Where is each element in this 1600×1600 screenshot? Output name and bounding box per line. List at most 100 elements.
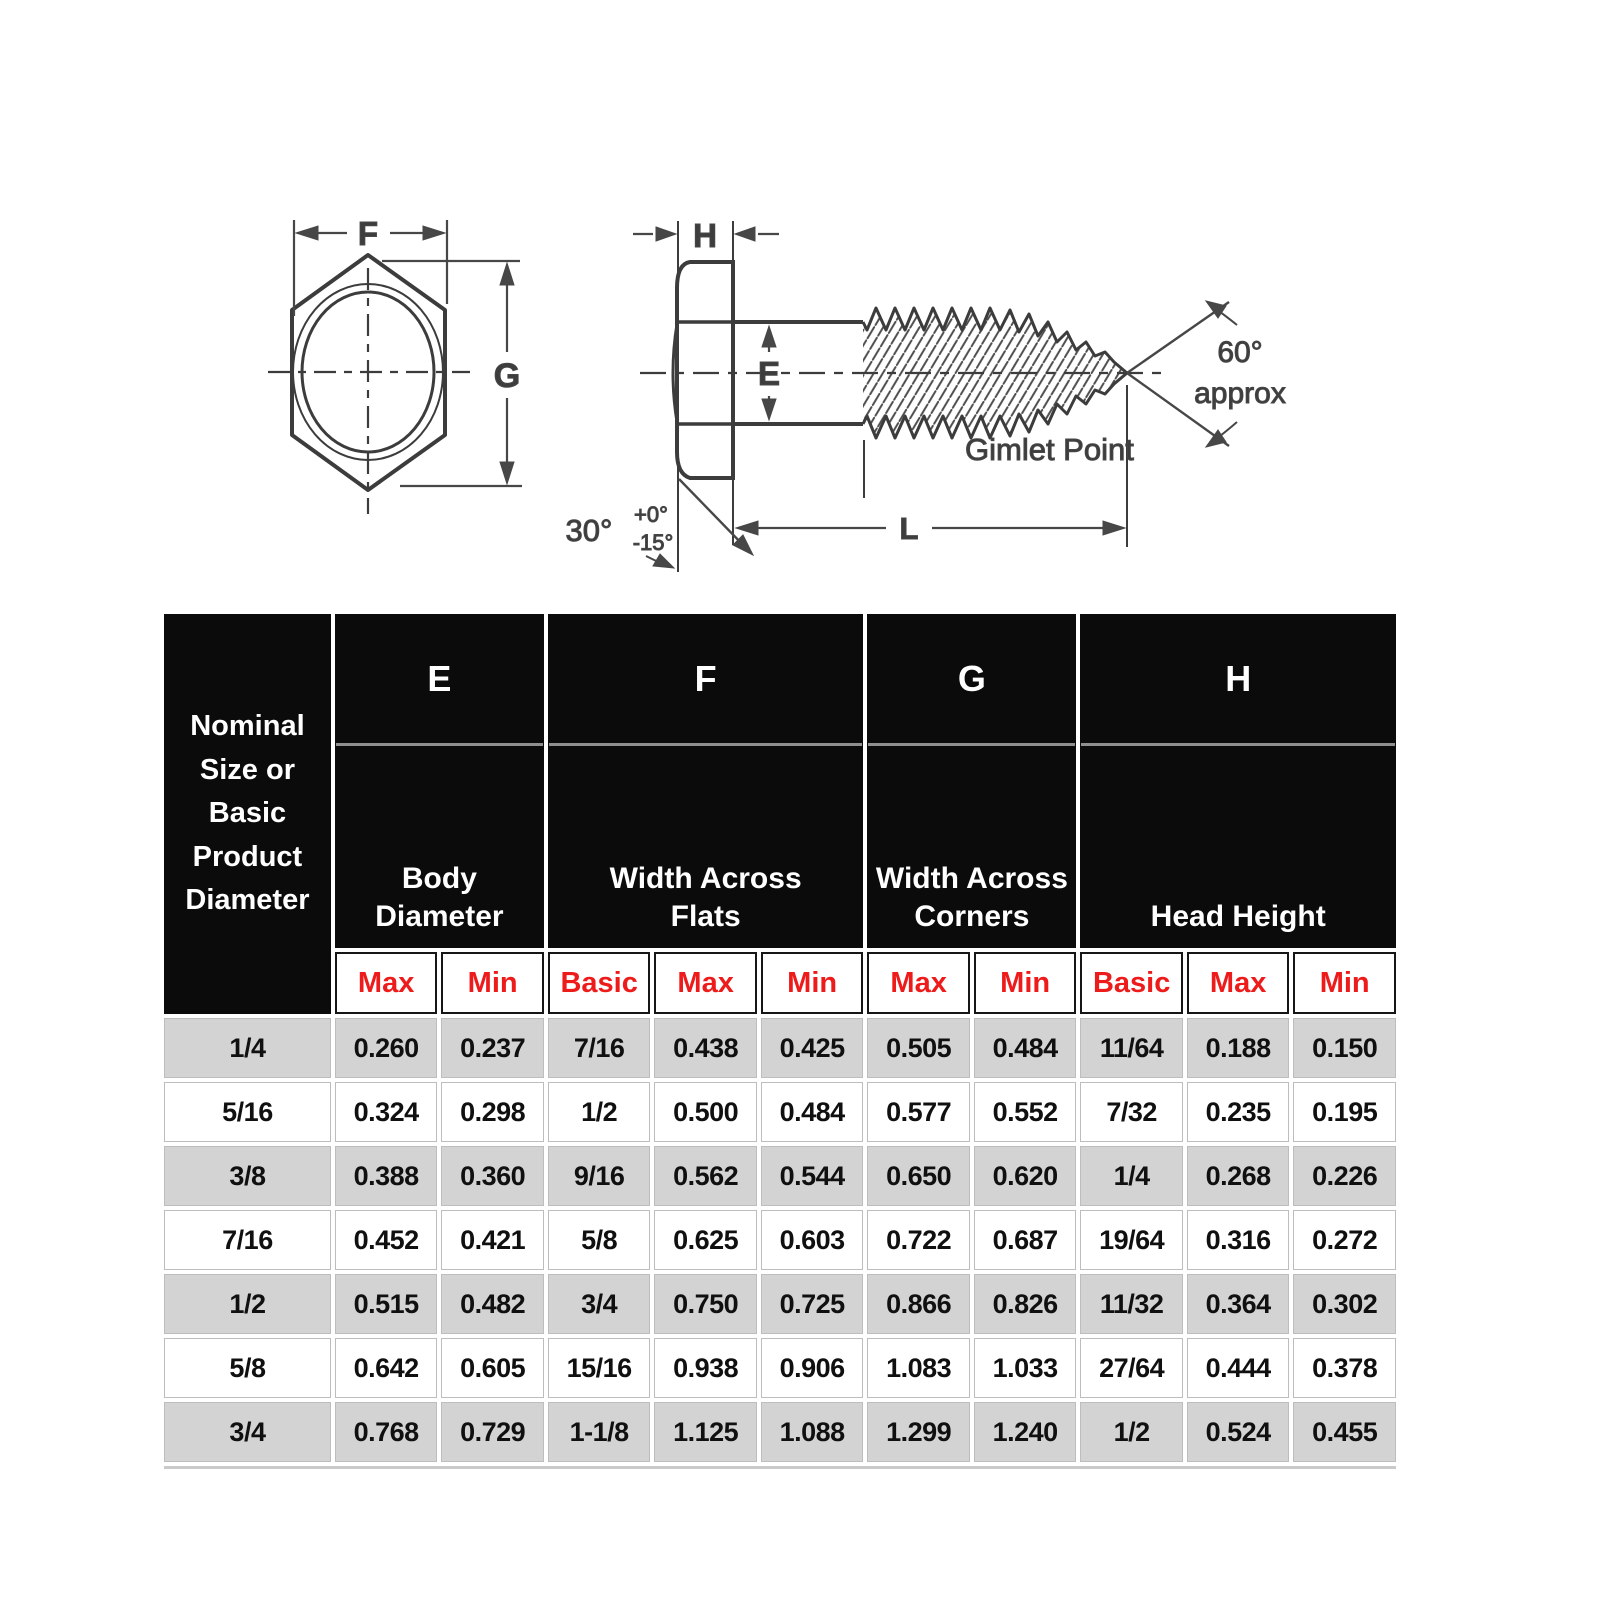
hex-head-side-outline [675, 260, 735, 480]
group-desc: Width Across Corners [875, 862, 1068, 933]
spec-value-cell: 7/32 [1080, 1082, 1183, 1142]
header-row: Nominal Size or Basic Product Diameter E… [164, 614, 1396, 1014]
spec-value-cell: 0.188 [1186, 1018, 1290, 1078]
row-size-cell: 1/4 [164, 1018, 331, 1078]
spec-value-cell: 7/16 [547, 1018, 651, 1078]
spec-value-cell: 0.500 [654, 1082, 757, 1142]
annotation-60deg: 60° approx Gimlet Point [965, 300, 1286, 468]
annotation-30deg: 30° +0° -15° [565, 478, 755, 569]
nominal-header-cell: Nominal Size or Basic Product Diameter [164, 614, 331, 1014]
spec-value-cell: 0.906 [760, 1338, 864, 1398]
spec-value-cell: 27/64 [1080, 1338, 1183, 1398]
spec-value-cell: 0.577 [867, 1082, 970, 1142]
row-size-cell: 3/8 [164, 1146, 331, 1206]
head-facet-arc [671, 323, 679, 423]
spec-value-cell: 1/4 [1080, 1146, 1183, 1206]
spec-value-cell: 9/16 [547, 1146, 651, 1206]
group-desc: Width Across Flats [609, 862, 802, 933]
group-letter: G [957, 658, 986, 699]
arrowhead [422, 225, 447, 241]
label-tol-minus: -15° [633, 530, 674, 555]
bolt-side-view [640, 221, 1162, 572]
group-header-g: G Width Across Corners [867, 614, 1077, 948]
spec-value-cell: 0.260 [334, 1018, 438, 1078]
arrowhead [499, 261, 515, 286]
group-letter: H [1225, 658, 1252, 699]
subheader-cell: Max [654, 952, 757, 1014]
spec-value-cell: 1.083 [867, 1338, 970, 1398]
arrowhead [652, 553, 676, 569]
spec-value-cell: 0.455 [1293, 1402, 1396, 1462]
subheader-row: Max Min Basic Max Min Max Min Basic Max … [164, 952, 1396, 1014]
spec-value-cell: 1.033 [973, 1338, 1077, 1398]
row-size-cell: 1/2 [164, 1274, 331, 1334]
subheader-cell: Basic [547, 952, 651, 1014]
arrowhead [1204, 429, 1227, 448]
spec-value-cell: 0.484 [973, 1018, 1077, 1078]
spec-value-cell: 0.605 [441, 1338, 544, 1398]
spec-value-cell: 0.938 [654, 1338, 757, 1398]
dimension-e: E [757, 324, 781, 422]
spec-value-cell: 0.650 [867, 1146, 970, 1206]
table-row: 7/16 0.452 0.421 5/8 0.625 0.603 0.722 0… [164, 1210, 1396, 1270]
spec-value-cell: 0.750 [654, 1274, 757, 1334]
spec-value-cell: 1-1/8 [547, 1402, 651, 1462]
group-header-f: F Width Across Flats [547, 614, 864, 948]
table-row: 5/16 0.324 0.298 1/2 0.500 0.484 0.577 0… [164, 1082, 1396, 1142]
spec-value-cell: 0.725 [760, 1274, 864, 1334]
spec-value-cell: 0.364 [1186, 1274, 1290, 1334]
spec-value-cell: 0.866 [867, 1274, 970, 1334]
spec-table-container: Nominal Size or Basic Product Diameter E… [160, 610, 1400, 1469]
spec-value-cell: 0.729 [441, 1402, 544, 1462]
label-f: F [358, 215, 378, 252]
spec-value-cell: 0.625 [654, 1210, 757, 1270]
spec-value-cell: 11/32 [1080, 1274, 1183, 1334]
group-letter: E [427, 658, 452, 699]
spec-value-cell: 0.316 [1186, 1210, 1290, 1270]
table-row: 3/4 0.768 0.729 1-1/8 1.125 1.088 1.299 … [164, 1402, 1396, 1462]
spec-value-cell: 1.088 [760, 1402, 864, 1462]
spec-value-cell: 1/2 [547, 1082, 651, 1142]
spec-value-cell: 3/4 [547, 1274, 651, 1334]
dimension-f: F [292, 215, 449, 316]
table-row: 3/8 0.388 0.360 9/16 0.562 0.544 0.650 0… [164, 1146, 1396, 1206]
arrowhead [1102, 520, 1127, 536]
spec-value-cell: 0.438 [654, 1018, 757, 1078]
group-divider [335, 743, 543, 746]
arrowhead [732, 534, 755, 557]
spec-value-cell: 0.722 [867, 1210, 970, 1270]
label-e: E [758, 355, 780, 392]
label-30deg: 30° [566, 513, 613, 548]
spec-value-cell: 0.421 [441, 1210, 544, 1270]
hex-head-front-view [268, 253, 470, 514]
spec-value-cell: 0.484 [760, 1082, 864, 1142]
arrowhead [294, 225, 319, 241]
arrowhead [733, 226, 756, 242]
arrowhead [761, 324, 777, 348]
spec-value-cell: 0.235 [1186, 1082, 1290, 1142]
spec-value-cell: 0.642 [334, 1338, 438, 1398]
subheader-cell: Max [867, 952, 970, 1014]
label-tol-plus: +0° [634, 502, 668, 527]
row-size-cell: 5/16 [164, 1082, 331, 1142]
thread-profile-top [861, 306, 1128, 375]
thread-profile-bottom [861, 371, 1128, 440]
arrowhead [499, 461, 515, 486]
spec-value-cell: 0.687 [973, 1210, 1077, 1270]
spec-value-cell: 0.425 [760, 1018, 864, 1078]
group-desc: Head Height [1150, 899, 1326, 933]
spec-value-cell: 15/16 [547, 1338, 651, 1398]
spec-value-cell: 0.552 [973, 1082, 1077, 1142]
spec-value-cell: 0.524 [1186, 1402, 1290, 1462]
spec-value-cell: 11/64 [1080, 1018, 1183, 1078]
spec-value-cell: 5/8 [547, 1210, 651, 1270]
spec-value-cell: 0.620 [973, 1146, 1077, 1206]
spec-value-cell: 1.240 [973, 1402, 1077, 1462]
spec-value-cell: 0.272 [1293, 1210, 1396, 1270]
row-size-cell: 7/16 [164, 1210, 331, 1270]
subheader-cell: Min [760, 952, 864, 1014]
spec-value-cell: 0.768 [334, 1402, 438, 1462]
dimension-h: H [633, 217, 779, 255]
spec-value-cell: 1.125 [654, 1402, 757, 1462]
arrowhead [734, 520, 759, 536]
